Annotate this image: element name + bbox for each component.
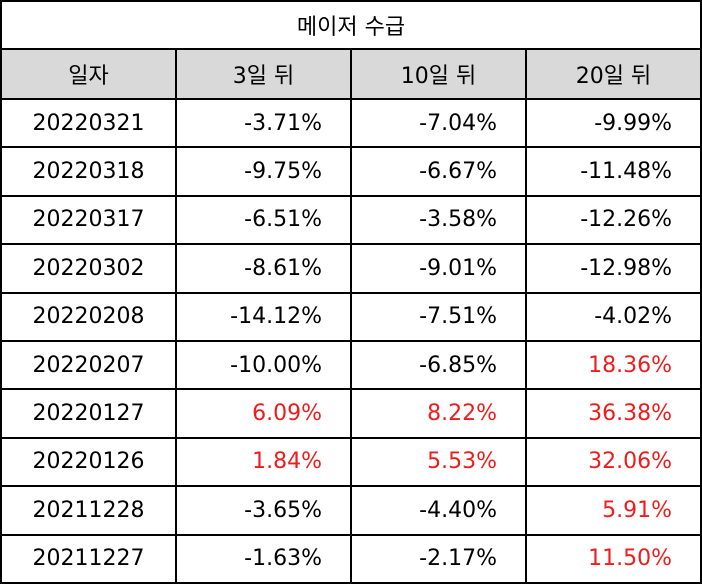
date-cell: 20220321 <box>0 97 177 149</box>
date-cell: 20220208 <box>0 291 177 342</box>
table-row: 20211227 -1.63% -2.17% 11.50% <box>0 533 702 585</box>
date-cell: 20220126 <box>0 436 177 488</box>
return-3day-cell: -6.51% <box>175 194 352 246</box>
header-3day: 3일 뒤 <box>175 48 352 100</box>
return-3day-cell: 1.84% <box>175 436 352 488</box>
return-10day-cell: -4.40% <box>350 485 527 536</box>
return-10day-cell: -6.67% <box>350 146 527 197</box>
date-cell: 20220318 <box>0 146 177 197</box>
date-cell: 20211228 <box>0 485 177 536</box>
return-10day-cell: 5.53% <box>350 436 527 488</box>
return-3day-cell: -1.63% <box>175 533 352 585</box>
table-body: 20220321 -3.71% -7.04% -9.99% 20220318 -9.75%… <box>0 97 702 585</box>
return-20day-cell: 36.38% <box>524 388 702 439</box>
header-row: 일자 3일 뒤 10일 뒤 20일 뒤 <box>0 48 702 100</box>
return-20day-cell: -4.02% <box>524 291 702 342</box>
header-20day: 20일 뒤 <box>524 48 702 100</box>
return-20day-cell: -12.98% <box>524 243 702 294</box>
date-cell: 20220317 <box>0 194 177 246</box>
header-date: 일자 <box>0 48 177 100</box>
table-row: 20211228 -3.65% -4.40% 5.91% <box>0 485 702 536</box>
return-20day-cell: -11.48% <box>524 146 702 197</box>
table-row: 20220208 -14.12% -7.51% -4.02% <box>0 291 702 342</box>
header-10day: 10일 뒤 <box>350 48 527 100</box>
return-3day-cell: -3.65% <box>175 485 352 536</box>
return-10day-cell: -6.85% <box>350 339 527 391</box>
return-20day-cell: 5.91% <box>524 485 702 536</box>
date-cell: 20220207 <box>0 339 177 391</box>
return-3day-cell: -3.71% <box>175 97 352 149</box>
return-3day-cell: -8.61% <box>175 243 352 294</box>
title-row: 메이저 수급 <box>0 0 702 50</box>
return-20day-cell: -9.99% <box>524 97 702 149</box>
date-cell: 20211227 <box>0 533 177 585</box>
return-3day-cell: -10.00% <box>175 339 352 391</box>
table-row: 20220318 -9.75% -6.67% -11.48% <box>0 146 702 197</box>
return-10day-cell: -7.51% <box>350 291 527 342</box>
table-row: 20220317 -6.51% -3.58% -12.26% <box>0 194 702 246</box>
return-20day-cell: -12.26% <box>524 194 702 246</box>
return-20day-cell: 18.36% <box>524 339 702 391</box>
table-row: 20220126 1.84% 5.53% 32.06% <box>0 436 702 488</box>
table-row: 20220321 -3.71% -7.04% -9.99% <box>0 97 702 149</box>
table-title: 메이저 수급 <box>0 0 702 50</box>
return-3day-cell: 6.09% <box>175 388 352 439</box>
return-20day-cell: 11.50% <box>524 533 702 585</box>
return-20day-cell: 32.06% <box>524 436 702 488</box>
table-row: 20220127 6.09% 8.22% 36.38% <box>0 388 702 439</box>
return-10day-cell: -3.58% <box>350 194 527 246</box>
return-10day-cell: -2.17% <box>350 533 527 585</box>
return-10day-cell: 8.22% <box>350 388 527 439</box>
table-row: 20220302 -8.61% -9.01% -12.98% <box>0 243 702 294</box>
return-3day-cell: -9.75% <box>175 146 352 197</box>
table-row: 20220207 -10.00% -6.85% 18.36% <box>0 339 702 391</box>
date-cell: 20220302 <box>0 243 177 294</box>
date-cell: 20220127 <box>0 388 177 439</box>
return-10day-cell: -7.04% <box>350 97 527 149</box>
return-10day-cell: -9.01% <box>350 243 527 294</box>
return-3day-cell: -14.12% <box>175 291 352 342</box>
